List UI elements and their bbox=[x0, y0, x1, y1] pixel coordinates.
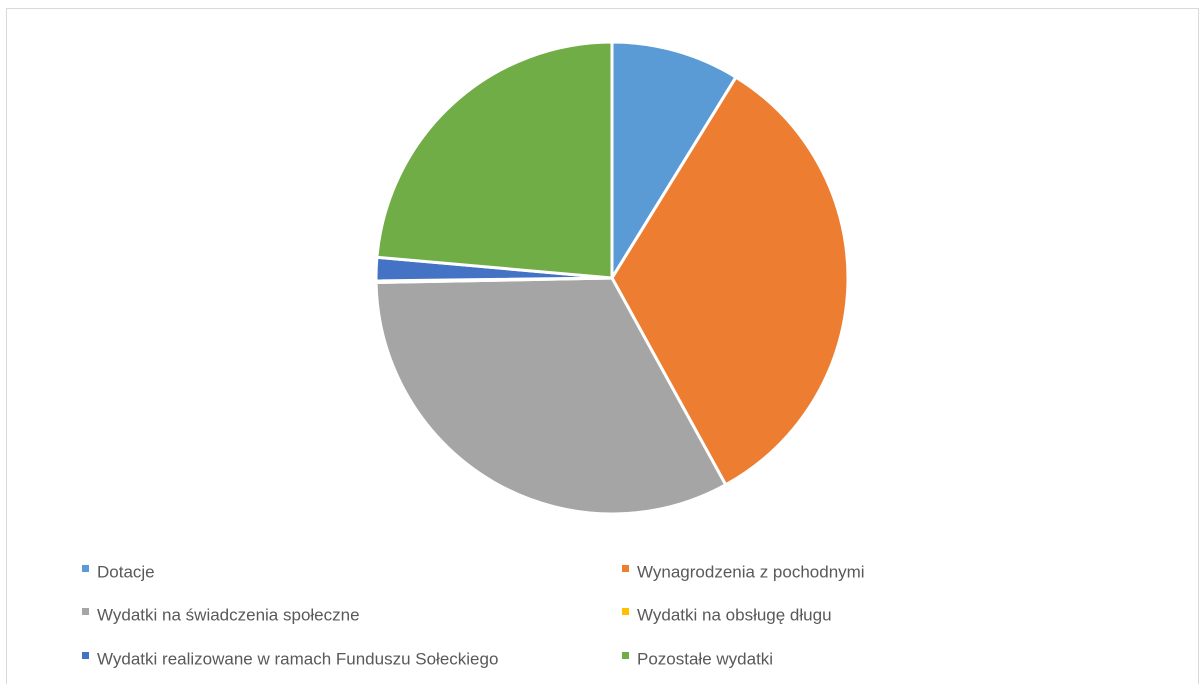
legend-label: Pozostałe wydatki bbox=[637, 649, 773, 668]
pie-slice bbox=[375, 40, 614, 280]
legend-label: Dotacje bbox=[97, 562, 155, 581]
legend-label: Wydatki realizowane w ramach Funduszu So… bbox=[97, 649, 498, 668]
legend-swatch bbox=[82, 565, 89, 572]
legend-swatch bbox=[82, 608, 89, 615]
legend-label: Wydatki na świadczenia społeczne bbox=[97, 605, 360, 624]
legend-swatch bbox=[82, 652, 89, 659]
legend-label: Wynagrodzenia z pochodnymi bbox=[637, 562, 865, 581]
legend-swatch bbox=[622, 652, 629, 659]
pie-slice bbox=[374, 276, 728, 516]
pie-slice bbox=[610, 40, 738, 280]
legend-swatch bbox=[622, 565, 629, 572]
legend-label: Wydatki na obsługę długu bbox=[637, 605, 832, 624]
legend-swatch bbox=[622, 608, 629, 615]
